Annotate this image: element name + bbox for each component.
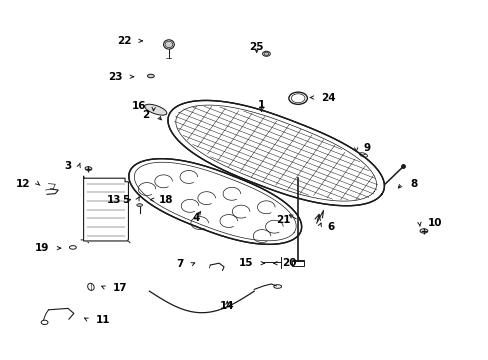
Text: 22: 22 [117, 36, 131, 46]
Text: 10: 10 [427, 218, 441, 228]
Ellipse shape [164, 41, 172, 48]
Text: 4: 4 [192, 213, 199, 222]
Text: 7: 7 [176, 259, 183, 269]
Text: 19: 19 [35, 243, 49, 253]
Text: 8: 8 [409, 179, 417, 189]
Text: 15: 15 [238, 258, 253, 268]
Text: 16: 16 [131, 102, 146, 112]
Text: 20: 20 [282, 258, 296, 268]
Ellipse shape [147, 74, 154, 78]
Text: 14: 14 [220, 301, 234, 311]
Text: 5: 5 [122, 195, 130, 205]
Ellipse shape [264, 52, 268, 55]
Text: 24: 24 [321, 93, 335, 103]
Polygon shape [83, 176, 128, 241]
Text: 11: 11 [96, 315, 110, 325]
Text: 13: 13 [107, 195, 122, 205]
Text: 23: 23 [108, 72, 122, 82]
Ellipse shape [137, 204, 142, 207]
Text: 6: 6 [327, 222, 334, 231]
Text: 2: 2 [142, 111, 149, 121]
Text: 21: 21 [276, 215, 290, 225]
Polygon shape [128, 159, 301, 244]
Text: 12: 12 [16, 179, 30, 189]
Text: 3: 3 [64, 161, 71, 171]
Text: 17: 17 [113, 283, 127, 293]
Text: 1: 1 [257, 100, 264, 110]
Text: 9: 9 [363, 143, 370, 153]
Text: 25: 25 [249, 42, 264, 52]
Polygon shape [167, 100, 384, 206]
Ellipse shape [144, 104, 166, 115]
Text: 18: 18 [159, 195, 173, 205]
